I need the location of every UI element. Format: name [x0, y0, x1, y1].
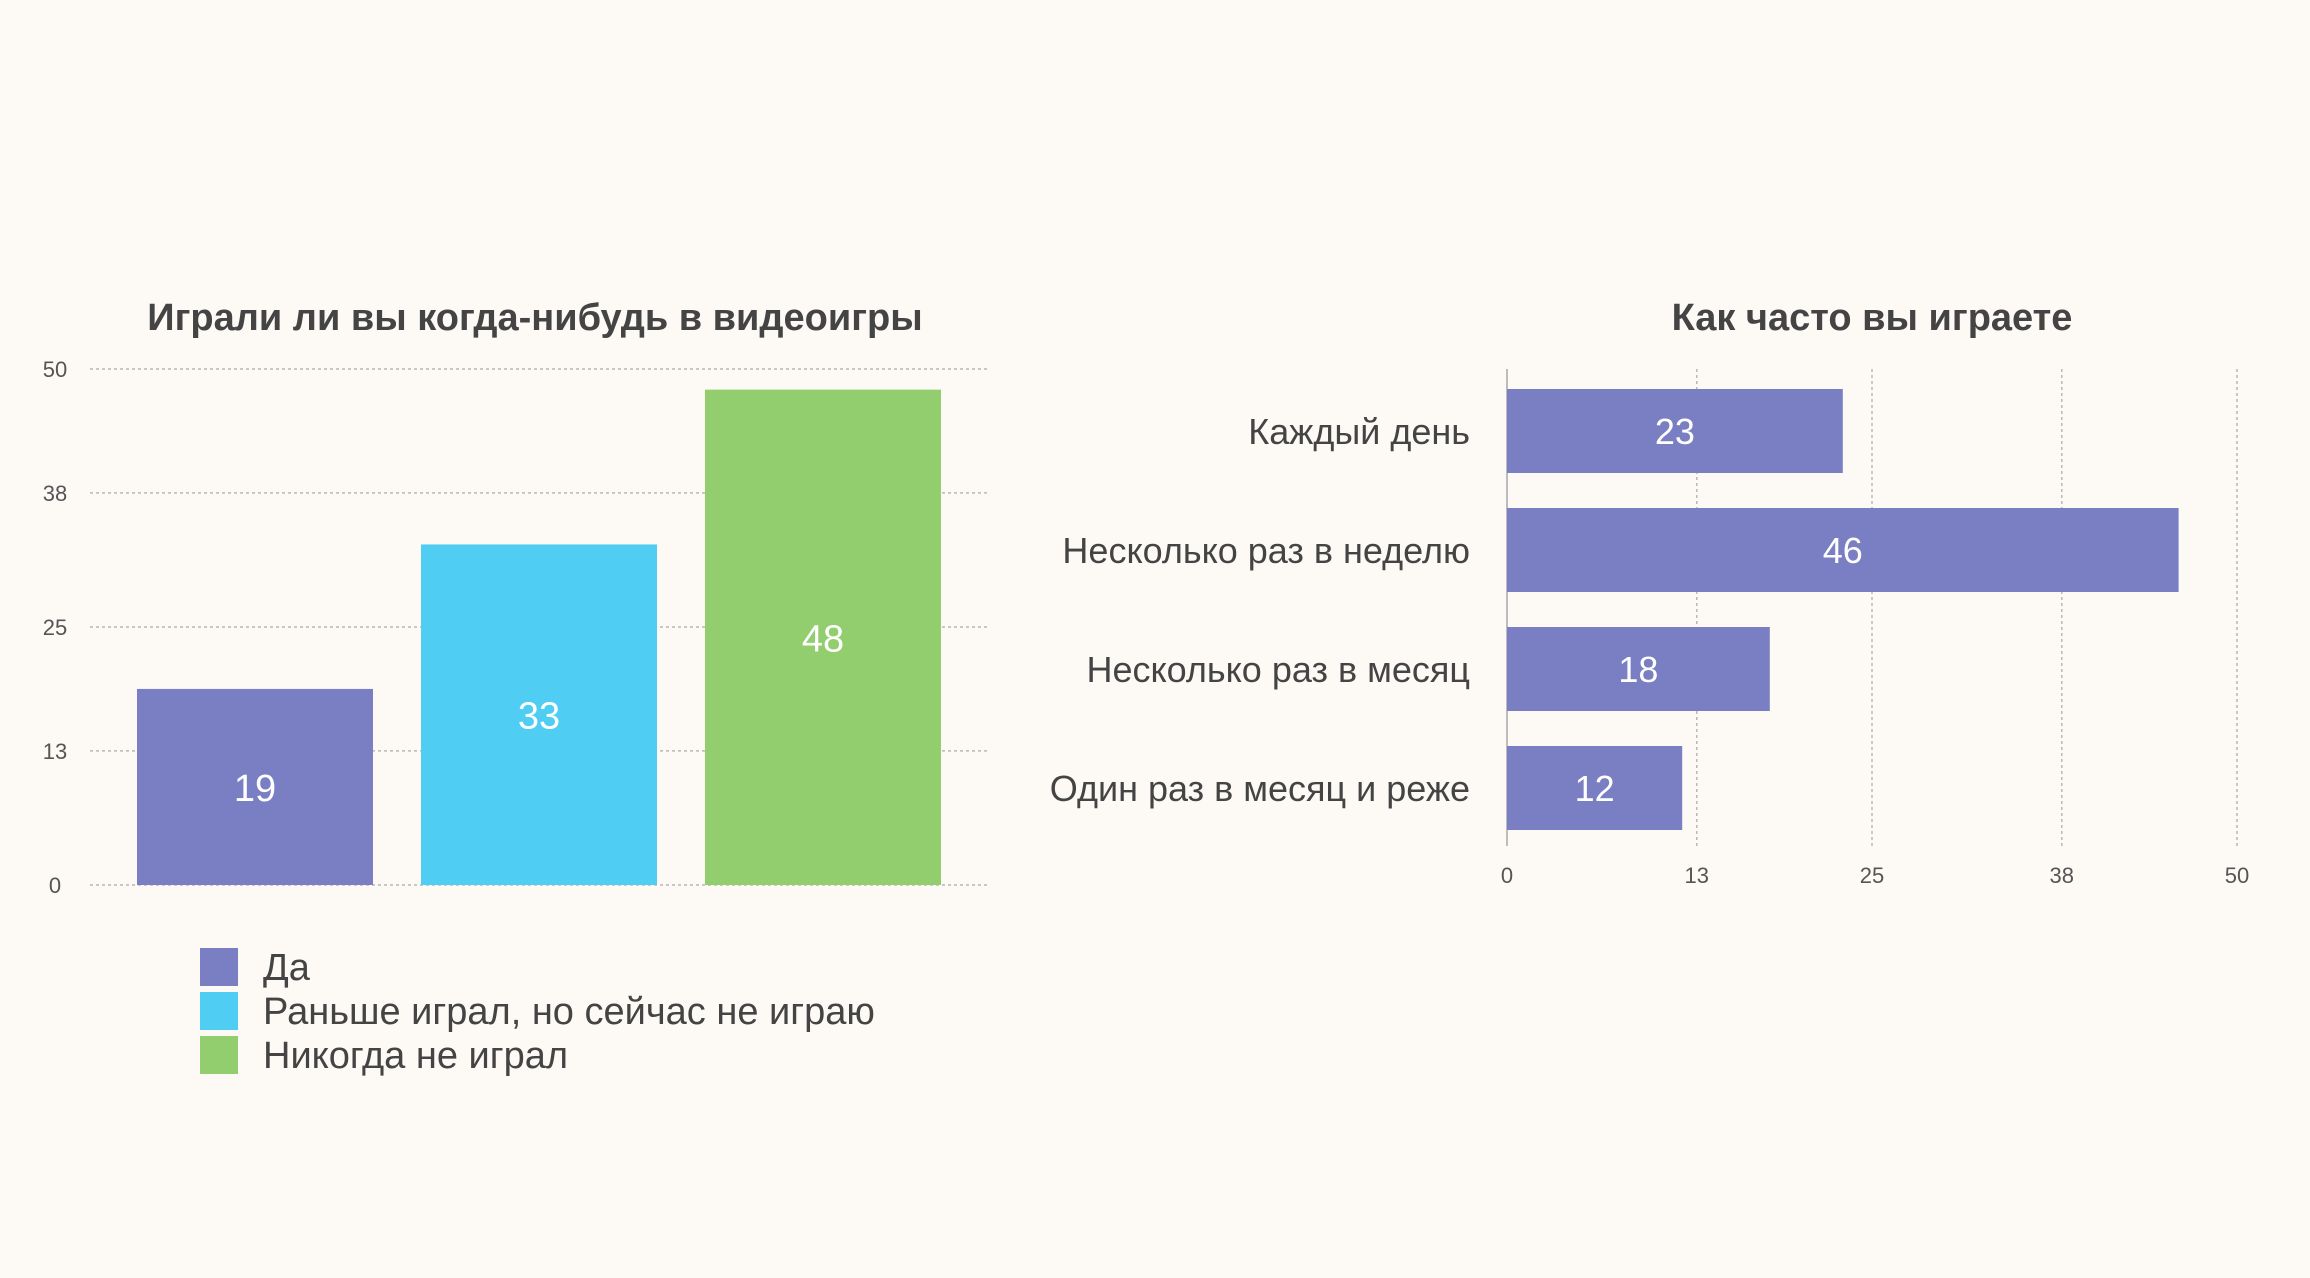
left-bar-value-labels: 19 33 48 [234, 618, 844, 810]
category-label: Каждый день [1248, 411, 1470, 452]
category-label: Один раз в месяц и реже [1050, 768, 1470, 809]
bar-1 [1507, 389, 1843, 473]
left-chart-title: Играли ли вы когда-нибудь в видеоигры [147, 297, 922, 339]
y-tick-label: 50 [43, 357, 67, 382]
legend-swatch-1 [200, 948, 238, 986]
bar-value-label: 12 [1575, 768, 1615, 809]
right-bars [1507, 389, 2179, 830]
category-label: Несколько раз в неделю [1062, 530, 1470, 571]
right-chart-title: Как часто вы играете [1672, 297, 2073, 339]
y-tick-label: 38 [43, 481, 67, 506]
bar-3 [705, 389, 941, 885]
right-category-labels: Каждый день Несколько раз в неделю Несколь… [1050, 411, 1470, 809]
bar-4 [1507, 746, 1683, 830]
y-tick-label: 13 [43, 739, 67, 764]
legend-entry-2: Раньше играл, но сейчас не играю [263, 991, 875, 1033]
left-bars [137, 389, 941, 885]
bar-2 [1507, 508, 2179, 592]
x-tick-label: 0 [1501, 863, 1513, 888]
bar-value-label: 33 [518, 696, 560, 738]
legend-swatch-2 [200, 992, 238, 1030]
y-tick-label: 0 [49, 873, 61, 898]
left-y-axis-ticks: 0 13 25 38 50 [43, 357, 67, 898]
bar-3 [1507, 627, 1770, 711]
y-tick-label: 25 [43, 615, 67, 640]
legend-swatch-3 [200, 1036, 238, 1074]
bar-value-label: 18 [1618, 649, 1658, 690]
x-tick-label: 25 [1860, 863, 1884, 888]
legend-entry-3: Никогда не играл [263, 1035, 568, 1077]
bar-1 [137, 688, 373, 885]
bar-value-label: 23 [1655, 411, 1695, 452]
x-tick-label: 50 [2225, 863, 2249, 888]
x-tick-label: 13 [1685, 863, 1709, 888]
bar-value-label: 19 [234, 768, 276, 810]
right-x-axis-ticks: 0 13 25 38 50 [1501, 863, 2249, 888]
x-tick-label: 38 [2050, 863, 2074, 888]
bar-2 [421, 544, 657, 885]
bar-value-label: 48 [802, 618, 844, 660]
bar-value-label: 46 [1823, 530, 1863, 571]
horizontal-bar-chart: Как часто вы играете 0 13 25 38 50 Каждый де… [1050, 297, 2249, 888]
category-label: Несколько раз в месяц [1086, 649, 1470, 690]
right-bar-value-labels: 23 46 18 12 [1575, 411, 1863, 809]
legend-entry-1: Да [263, 947, 311, 989]
vertical-bar-chart: Играли ли вы когда-нибудь в видеоигры 0 1… [43, 297, 988, 1077]
